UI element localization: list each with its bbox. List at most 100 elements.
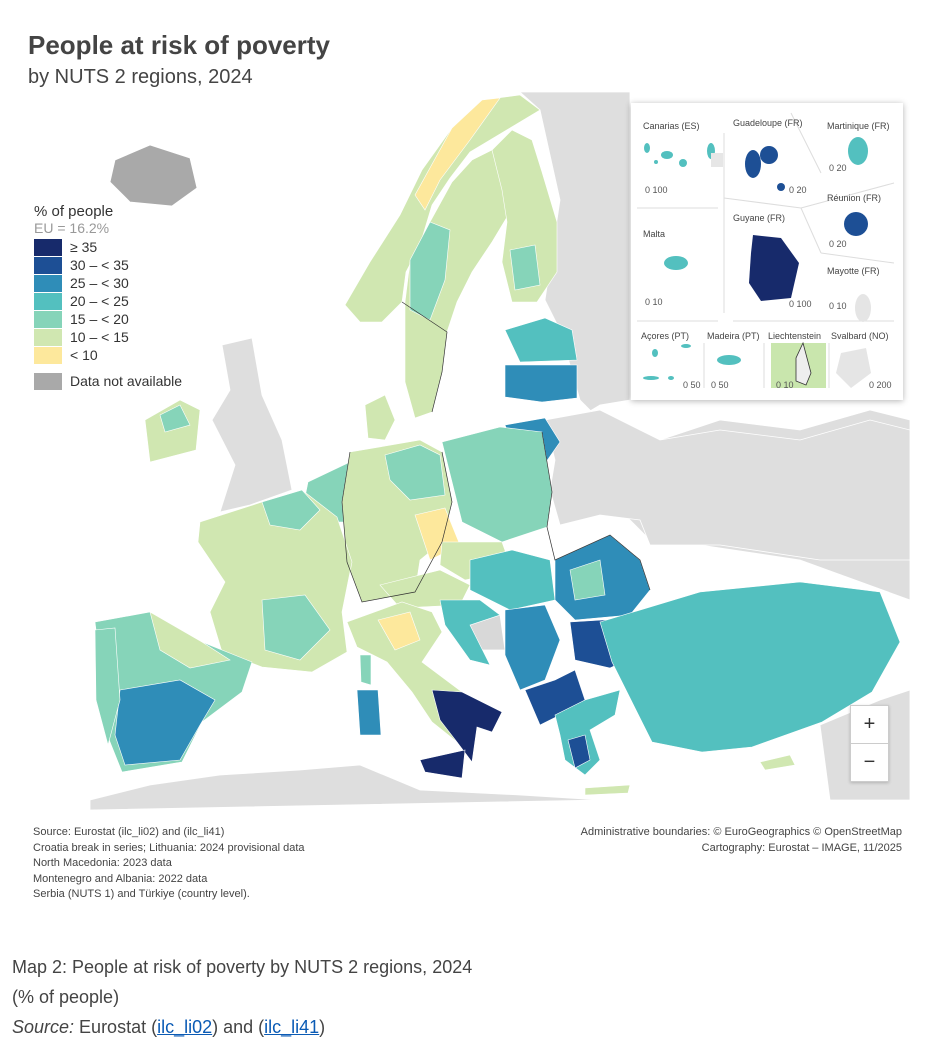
legend-item: 25 – < 30: [34, 274, 182, 292]
region-slovenia-croatia[interactable]: [439, 599, 501, 666]
country-borders-central: [341, 451, 453, 603]
legend-swatch: [34, 310, 62, 328]
link-ilc-li02[interactable]: ilc_li02: [157, 1017, 213, 1037]
region-spain-north[interactable]: [149, 611, 231, 669]
region-finland-mid[interactable]: [509, 244, 541, 291]
legend-item: 30 – < 35: [34, 256, 182, 274]
zoom-in-button[interactable]: +: [863, 713, 876, 735]
map-subtitle: by NUTS 2 regions, 2024: [28, 66, 253, 88]
region-portugal[interactable]: [94, 627, 121, 747]
region-spain-south[interactable]: [114, 679, 216, 766]
north-africa-land: [89, 764, 601, 810]
country-borders-east: [541, 431, 651, 591]
region-germany-east[interactable]: [384, 444, 446, 501]
legend-item: ≥ 35: [34, 238, 182, 256]
region-finland[interactable]: [491, 129, 558, 303]
inset-reunion-label: Réunion (FR): [827, 193, 882, 203]
caption-title: Map 2: People at risk of poverty by NUTS…: [12, 957, 473, 977]
region-sicily[interactable]: [419, 749, 466, 779]
inset-malta-label: Malta: [643, 229, 666, 239]
caption-unit: (% of people): [12, 987, 120, 1007]
note-line: Serbia (NUTS 1) and Türkiye (country lev…: [33, 888, 250, 900]
region-poland[interactable]: [441, 426, 553, 543]
source-text: ): [319, 1017, 326, 1037]
note-line: North Macedonia: 2023 data: [33, 857, 172, 869]
legend-swatch: [34, 292, 62, 310]
inset-madeira-label: Madeira (PT): [707, 331, 760, 341]
uk-land: [211, 337, 293, 513]
region-romania-centre[interactable]: [569, 559, 606, 601]
inset-malta-scale: 0 10: [645, 297, 663, 307]
region-crete[interactable]: [584, 784, 631, 796]
region-sweden-mid[interactable]: [409, 221, 451, 321]
source-text: ) and (: [212, 1017, 265, 1037]
region-greece-attica[interactable]: [567, 734, 591, 769]
inset-mayotte-scale: 0 10: [829, 301, 847, 311]
caption-source: Source: Eurostat (ilc_li02) and (ilc_li4…: [12, 1012, 472, 1042]
legend-label: Data not available: [70, 373, 183, 389]
inset-guyane-scale: 0 100: [789, 299, 812, 309]
legend-label: 25 – < 30: [70, 275, 129, 291]
inset-acores-label: Açores (PT): [641, 331, 690, 341]
map-notes: Source: Eurostat (ilc_li02) and (ilc_li4…: [33, 825, 305, 903]
legend-label: 30 – < 35: [70, 257, 129, 273]
inset-guadeloupe-scale: 0 20: [789, 185, 807, 195]
zoom-controls: + −: [850, 705, 889, 782]
region-france-north[interactable]: [261, 489, 321, 531]
region-sweden[interactable]: [404, 149, 511, 419]
inset-canarias-label: Canarias (ES): [643, 121, 700, 131]
region-norway-north[interactable]: [414, 97, 501, 211]
note-line: Montenegro and Albania: 2022 data: [33, 872, 208, 885]
credit-line: Administrative boundaries: © EuroGeograp…: [580, 826, 902, 838]
choropleth-map[interactable]: [0, 0, 950, 810]
inset-guyane-label: Guyane (FR): [733, 213, 786, 223]
region-turkiye[interactable]: [599, 581, 901, 753]
region-ireland-west[interactable]: [159, 404, 191, 433]
region-sardinia[interactable]: [356, 689, 382, 736]
inset-shapes: [637, 112, 895, 388]
inset-svalbard-scale: 0 200: [869, 380, 892, 390]
legend-eu-average: EU = 16.2%: [34, 220, 110, 236]
legend-label: 15 – < 20: [70, 311, 129, 327]
inset-acores-scale: 0 50: [683, 380, 701, 390]
region-italy-south[interactable]: [431, 689, 503, 763]
region-serbia-bosnia[interactable]: [504, 604, 561, 691]
inset-martinique-scale: 0 20: [829, 163, 847, 173]
guyane-shape: [749, 235, 799, 301]
zoom-out-button[interactable]: −: [851, 743, 888, 781]
legend-title: % of people: [34, 203, 114, 220]
inset-mayotte-label: Mayotte (FR): [827, 266, 880, 276]
map-credits: Administrative boundaries: © EuroGeograp…: [581, 825, 902, 856]
inset-guadeloupe-label: Guadeloupe (FR): [733, 118, 803, 128]
legend: % of people EU = 16.2% ≥ 35 30 – < 35 25…: [34, 203, 182, 390]
inset-panel: Canarias (ES) 0 100 Guadeloupe (FR) 0 20…: [631, 103, 903, 400]
legend-swatch: [34, 372, 62, 390]
region-estonia[interactable]: [504, 317, 578, 363]
region-corsica[interactable]: [359, 654, 372, 686]
legend-label: < 10: [70, 347, 98, 363]
region-ireland[interactable]: [144, 399, 201, 463]
inset-martinique-label: Martinique (FR): [827, 121, 890, 131]
source-text: Eurostat (: [74, 1017, 158, 1037]
inset-reunion-scale: 0 20: [829, 239, 847, 249]
legend-label: ≥ 35: [70, 239, 98, 255]
region-cyprus[interactable]: [759, 754, 796, 771]
link-ilc-li41[interactable]: ilc_li41: [264, 1017, 320, 1037]
legend-item: 20 – < 25: [34, 292, 182, 310]
legend-swatch: [34, 346, 62, 364]
legend-swatch: [34, 328, 62, 346]
region-hungary-slovakia[interactable]: [469, 549, 556, 611]
belarus-ukraine-land: [544, 409, 911, 561]
country-borders: [401, 301, 448, 413]
inset-madeira-scale: 0 50: [711, 380, 729, 390]
iceland[interactable]: [109, 144, 198, 207]
region-italy-centre[interactable]: [377, 611, 421, 651]
inset-svalbard-label: Svalbard (NO): [831, 331, 889, 341]
inset-canarias-scale: 0 100: [645, 185, 668, 195]
legend-item: < 10: [34, 346, 182, 364]
region-france-south[interactable]: [261, 594, 331, 661]
region-denmark[interactable]: [364, 394, 396, 441]
source-label: Source:: [12, 1017, 75, 1037]
legend-item: 10 – < 15: [34, 328, 182, 346]
region-latvia[interactable]: [504, 364, 578, 403]
